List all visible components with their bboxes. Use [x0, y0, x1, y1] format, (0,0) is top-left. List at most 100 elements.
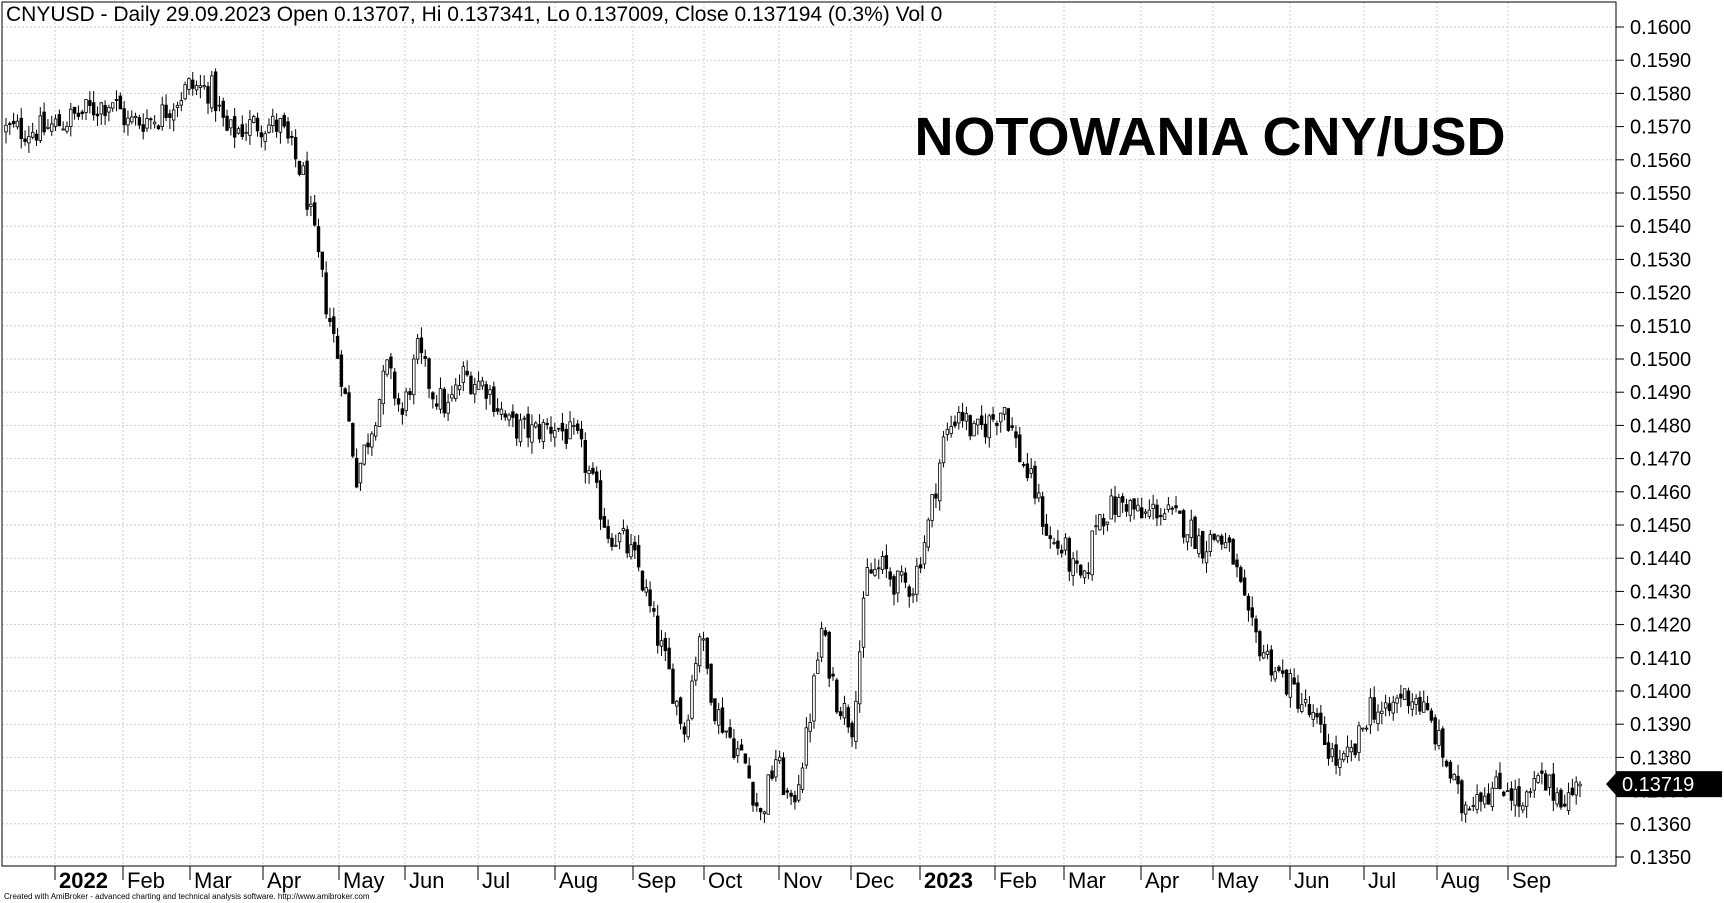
- bar-body: [1475, 794, 1479, 810]
- bar-body: [1578, 783, 1582, 787]
- bar-body: [934, 493, 938, 499]
- bar-body: [617, 532, 622, 543]
- bar-body: [1563, 803, 1567, 807]
- bar-body: [1540, 770, 1544, 774]
- bar-body: [1246, 595, 1251, 611]
- bar-body: [187, 78, 191, 90]
- bar-body: [610, 537, 614, 547]
- bar-body: [1521, 805, 1525, 811]
- bar-body: [1307, 704, 1312, 716]
- bar-body: [667, 647, 671, 670]
- bar-body: [1361, 727, 1365, 730]
- bar-body: [777, 756, 782, 762]
- y-tick-label: 0.1380: [1630, 747, 1691, 769]
- bar-body: [1418, 696, 1422, 712]
- x-tick-label: Apr: [267, 868, 301, 893]
- bar-body: [1033, 465, 1037, 499]
- bar-body: [736, 748, 740, 756]
- bar-body: [194, 85, 199, 91]
- bar-body: [1094, 525, 1098, 528]
- bar-body: [758, 808, 763, 813]
- bar-body: [282, 114, 286, 127]
- bar-body: [507, 414, 511, 421]
- bar-body: [385, 359, 389, 375]
- bar-body: [1383, 702, 1388, 709]
- bar-body: [701, 638, 706, 641]
- bar-body: [514, 413, 519, 439]
- bar-body: [88, 100, 92, 106]
- bar-body: [217, 104, 222, 107]
- bar-body: [1037, 492, 1041, 499]
- bar-body: [941, 436, 946, 464]
- bar-body: [27, 136, 31, 144]
- bar-body: [751, 782, 755, 806]
- x-tick-label: Aug: [1441, 868, 1480, 893]
- bar-body: [434, 403, 439, 407]
- bar-body: [1178, 510, 1182, 514]
- bar-body: [953, 421, 957, 427]
- bar-body: [198, 85, 203, 88]
- bar-body: [675, 700, 679, 707]
- bar-body: [987, 415, 991, 439]
- bar-body: [1109, 495, 1113, 520]
- bar-body: [1147, 509, 1152, 517]
- bar-body: [457, 385, 462, 391]
- bar-body: [1551, 773, 1556, 801]
- bar-body: [1075, 560, 1079, 564]
- bar-body: [133, 115, 138, 118]
- bar-body: [999, 412, 1003, 423]
- bar-body: [286, 121, 290, 139]
- bar-body: [122, 108, 126, 126]
- price-bars: [4, 68, 1582, 824]
- x-tick-label: Apr: [1145, 868, 1179, 893]
- bar-body: [1040, 496, 1045, 527]
- bar-body: [1448, 761, 1453, 779]
- bar-body: [991, 414, 995, 420]
- bar-body: [903, 572, 908, 583]
- bar-body: [1124, 504, 1129, 512]
- bar-body: [320, 251, 325, 270]
- bar-body: [1132, 498, 1136, 510]
- bar-body: [301, 165, 305, 175]
- bar-body: [1292, 677, 1296, 685]
- bar-body: [877, 567, 881, 570]
- bar-body: [252, 116, 256, 123]
- y-tick-label: 0.1350: [1630, 847, 1691, 869]
- bar-body: [488, 389, 492, 395]
- bar-body: [328, 317, 332, 323]
- bar-body: [1159, 514, 1163, 518]
- bar-body: [72, 106, 77, 114]
- bar-body: [739, 744, 744, 751]
- bar-body: [1208, 534, 1213, 552]
- bar-body: [1227, 537, 1232, 543]
- bar-body: [1543, 773, 1548, 791]
- bar-body: [1239, 567, 1243, 582]
- bar-body: [50, 123, 54, 132]
- bar-body: [53, 118, 58, 127]
- bar-body: [1345, 746, 1350, 757]
- bar-body: [240, 124, 244, 137]
- bar-body: [19, 117, 23, 140]
- bar-body: [1204, 551, 1209, 564]
- bar-body: [1079, 564, 1083, 576]
- bar-body: [111, 102, 115, 109]
- bar-body: [743, 753, 748, 764]
- bar-body: [202, 85, 206, 88]
- y-tick-label: 0.1390: [1630, 714, 1691, 736]
- bar-body: [770, 770, 774, 779]
- bar-body: [827, 631, 831, 679]
- bar-body: [480, 380, 485, 387]
- bar-body: [293, 136, 298, 160]
- bar-body: [1410, 701, 1415, 710]
- bar-body: [1284, 669, 1289, 695]
- bar-body: [697, 636, 702, 667]
- y-tick-label: 0.1400: [1630, 681, 1691, 703]
- chart-axes: [1, 1, 1617, 867]
- bar-body: [130, 116, 134, 123]
- x-tick-label: May: [1217, 868, 1259, 893]
- bar-body: [99, 102, 103, 115]
- bar-body: [476, 380, 481, 390]
- bar-body: [1330, 748, 1334, 758]
- bar-body: [846, 707, 850, 728]
- bar-body: [1303, 699, 1308, 704]
